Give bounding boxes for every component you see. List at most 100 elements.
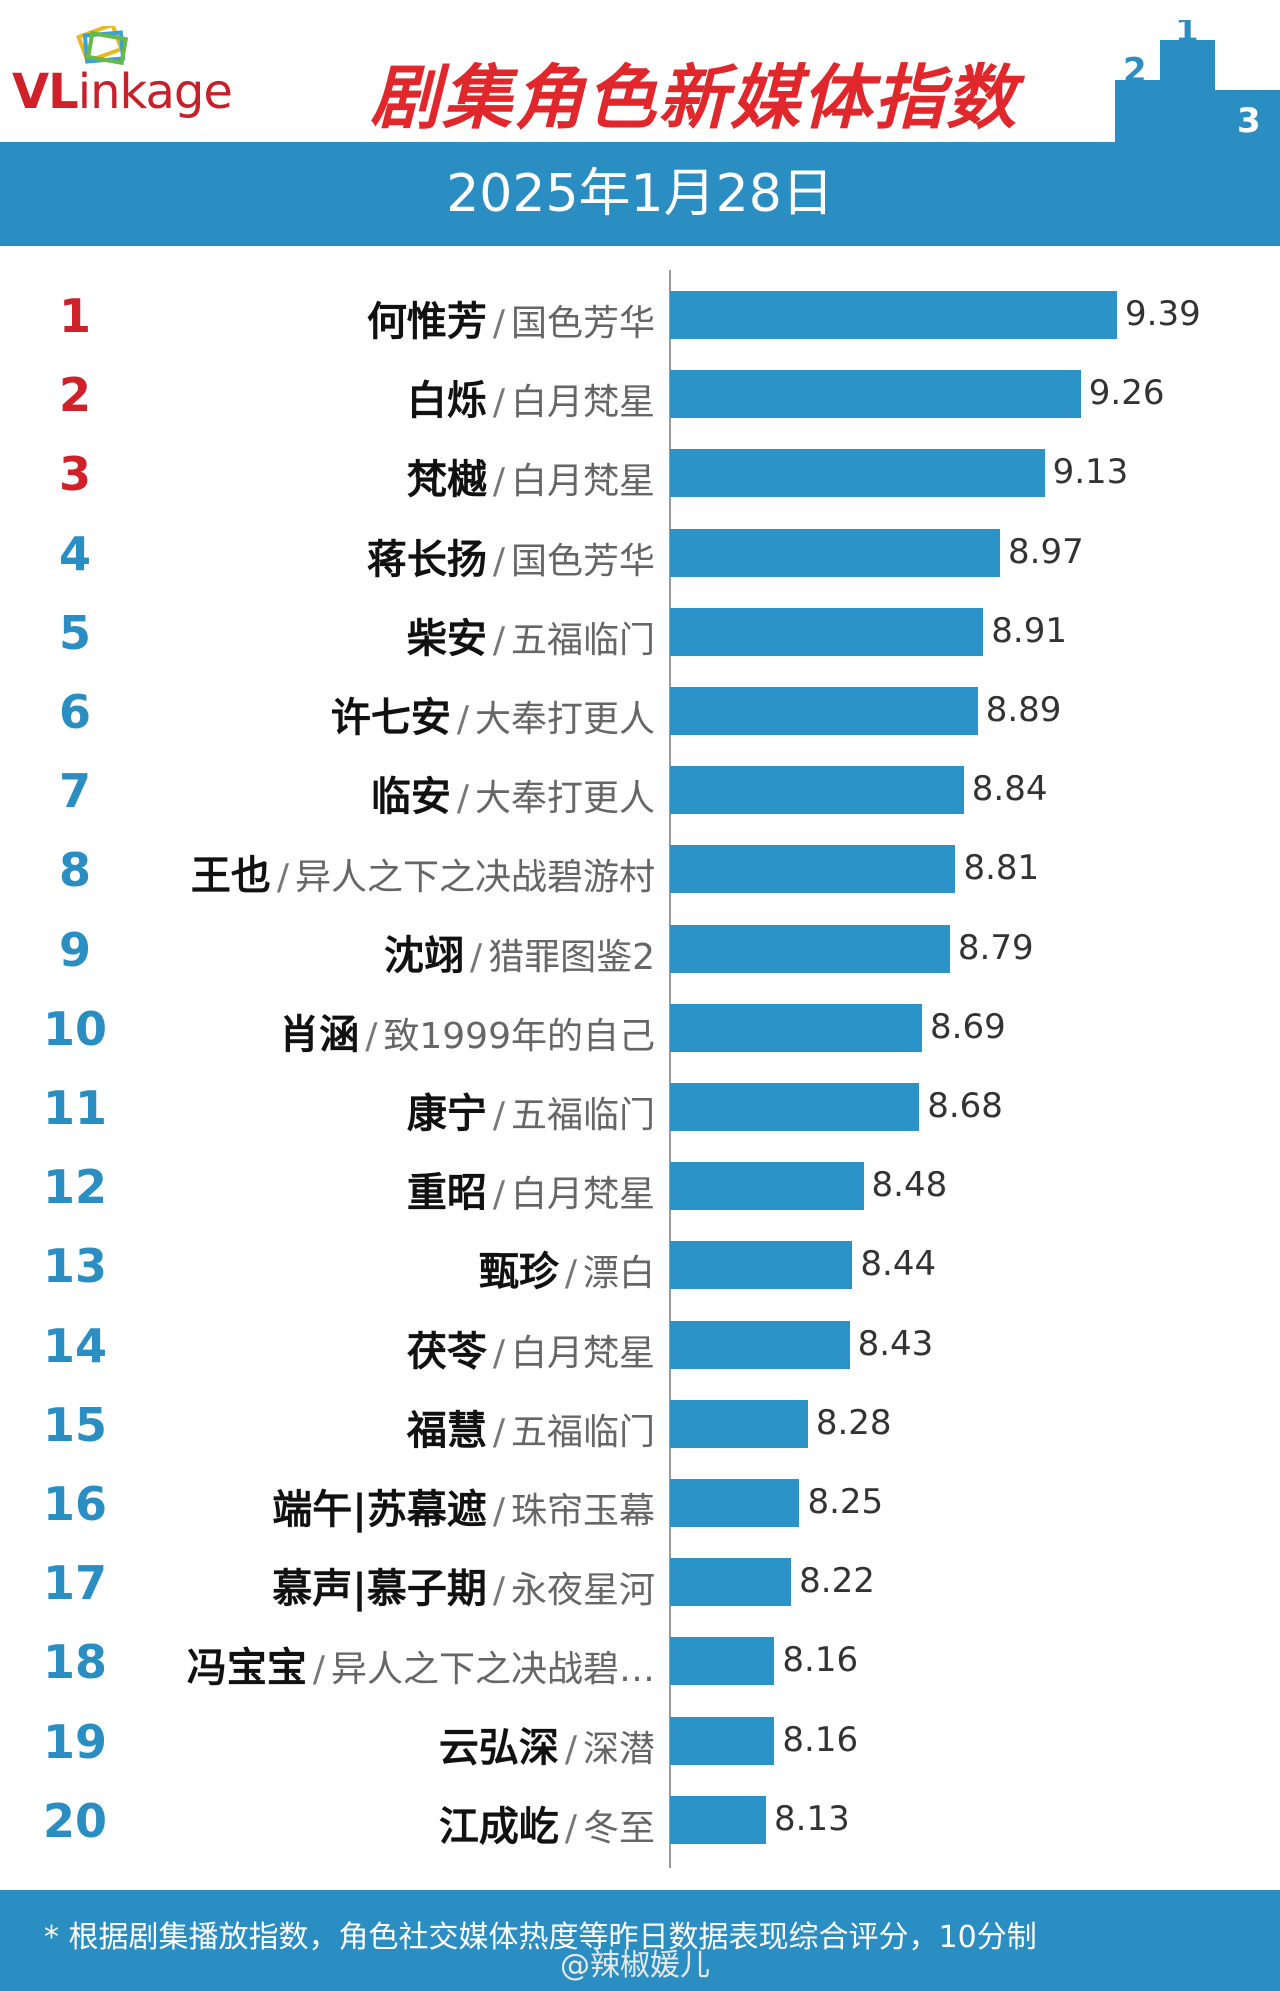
character-name: 甄珍	[478, 1249, 559, 1296]
bar	[670, 1241, 853, 1290]
show-title: 大奉打更人	[474, 699, 655, 740]
character-name: 王也	[190, 853, 271, 900]
label-separator: /	[492, 382, 505, 424]
chart-axis	[669, 270, 671, 1868]
show-title: 异人之下之决战碧游村	[294, 857, 655, 899]
label-separator: /	[456, 778, 469, 820]
character-name: 何惟芳	[366, 299, 487, 345]
rank-number: 8	[58, 843, 91, 898]
show-title: 五福临门	[510, 1411, 655, 1453]
row-label: 慕声|慕子期 / 永夜星河	[272, 1556, 655, 1614]
show-title: 冬至	[582, 1807, 655, 1849]
label-separator: /	[469, 936, 483, 978]
bar	[670, 449, 1045, 498]
rank-number: 7	[58, 764, 91, 819]
row-label: 重昭 / 白月梵星	[407, 1160, 655, 1218]
label-separator: /	[492, 1411, 505, 1453]
label-separator: /	[492, 1174, 505, 1216]
bar-value-label: 9.26	[1088, 373, 1165, 414]
vlinkage-logo: VLinkage	[12, 26, 282, 136]
rank-number: 14	[42, 1318, 107, 1373]
character-name: 江成屹	[438, 1803, 559, 1850]
rank-number: 17	[42, 1556, 107, 1611]
bar	[670, 1716, 775, 1765]
character-name: 许七安	[330, 695, 451, 741]
row-label: 沈翊 / 猎罪图鉴2	[384, 923, 655, 981]
rank-number: 6	[58, 685, 91, 739]
character-name: 肖涵	[279, 1011, 360, 1058]
character-name: 重昭	[406, 1170, 487, 1217]
footnote: * 根据剧集播放指数，角色社交媒体热度等昨日数据表现综合评分，10分制	[44, 1920, 1037, 1955]
podium-digit-1: 1	[1175, 20, 1199, 51]
row-label: 茯苓 / 白月梵星	[407, 1319, 655, 1377]
character-name: 沈翊	[383, 932, 464, 979]
show-title: 国色芳华	[510, 540, 655, 582]
row-label: 冯宝宝 / 异人之下之决战碧…	[187, 1635, 655, 1693]
row-label: 甄珍 / 漂白	[479, 1239, 655, 1297]
bar	[670, 766, 964, 815]
page-title: 剧集角色新媒体指数	[370, 57, 1018, 139]
bar	[670, 1795, 767, 1844]
label-separator: /	[365, 1015, 378, 1057]
bar-value-label: 9.13	[1052, 452, 1129, 493]
character-name: 柴安	[406, 615, 487, 662]
show-title: 白月梵星	[510, 382, 655, 424]
row-label: 许七安 / 大奉打更人	[331, 685, 655, 743]
bar	[670, 924, 950, 973]
bar-value-label: 8.25	[807, 1482, 884, 1522]
show-title: 五福临门	[510, 1095, 655, 1136]
bar-value-label: 8.44	[860, 1244, 937, 1285]
bar	[670, 1162, 864, 1211]
podium-digit-2: 2	[1123, 51, 1147, 91]
podium-digit-3: 3	[1237, 101, 1261, 141]
show-title: 猎罪图鉴2	[488, 936, 655, 978]
row-label: 端午|苏幕遮 / 珠帘玉幕	[272, 1477, 655, 1535]
header: VLinkage 剧集角色新媒体指数 2 1 3	[0, 0, 1280, 142]
row-label: 王也 / 异人之下之决战碧游村	[191, 843, 655, 901]
show-title: 珠帘玉幕	[510, 1491, 655, 1532]
bar-value-label: 8.13	[774, 1798, 850, 1839]
label-separator: /	[492, 1491, 505, 1532]
bar	[670, 1320, 850, 1369]
row-label: 梵樾 / 白月梵星	[407, 447, 655, 505]
footer: * 根据剧集播放指数，角色社交媒体热度等昨日数据表现综合评分，10分制 @辣椒媛…	[0, 1890, 1280, 1991]
label-separator: /	[312, 1649, 325, 1691]
label-separator: /	[564, 1728, 577, 1770]
rank-number: 4	[58, 526, 91, 581]
character-name: 茯苓	[406, 1328, 487, 1375]
rank-number: 13	[42, 1239, 107, 1294]
date-text: 2025年1月28日	[446, 164, 834, 224]
label-separator: /	[492, 1332, 505, 1374]
bar-value-label: 8.91	[991, 610, 1067, 651]
label-separator: /	[492, 461, 505, 503]
bar	[670, 1637, 775, 1686]
character-name: 云弘深	[438, 1724, 559, 1771]
date-banner: 2025年1月28日	[0, 142, 1280, 246]
rank-number: 2	[58, 368, 91, 423]
bar-value-label: 8.84	[971, 769, 1048, 810]
show-title: 白月梵星	[510, 1174, 655, 1216]
show-title: 深潜	[582, 1728, 655, 1770]
rank-number: 3	[58, 447, 91, 502]
show-title: 五福临门	[510, 619, 655, 661]
bar-value-label: 8.69	[930, 1006, 1006, 1047]
bar	[670, 1003, 923, 1052]
rank-number: 1	[58, 289, 91, 343]
bar-value-label: 8.48	[871, 1165, 948, 1206]
bar-value-label: 8.89	[985, 690, 1062, 730]
bar-value-label: 8.97	[1008, 531, 1084, 572]
show-title: 国色芳华	[510, 303, 655, 344]
rank-number: 18	[42, 1635, 107, 1690]
label-separator: /	[492, 540, 505, 582]
ranking-chart: 1 何惟芳 / 国色芳华 9.39 2 白烁 / 白月梵星 9.26 3 梵樾 / 白月梵星 9.13 4 蒋长…	[0, 270, 1280, 1880]
bar	[670, 1083, 920, 1131]
bar	[670, 1479, 800, 1527]
rank-number: 10	[42, 1001, 107, 1056]
bar-value-label: 8.79	[957, 927, 1034, 968]
logo-cards-icon	[76, 26, 129, 66]
show-title: 白月梵星	[510, 1332, 655, 1374]
character-name: 梵樾	[406, 457, 487, 504]
bar	[670, 845, 956, 894]
bar	[670, 370, 1081, 419]
row-label: 临安 / 大奉打更人	[371, 764, 655, 822]
